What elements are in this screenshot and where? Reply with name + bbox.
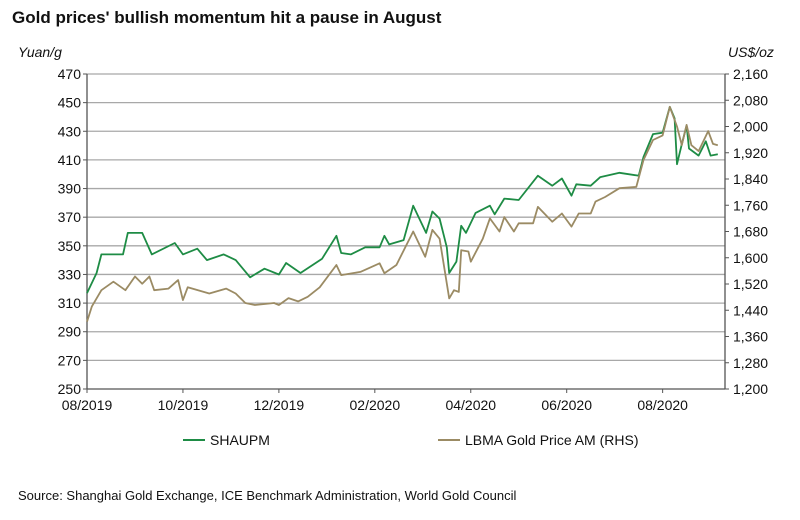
series-line-shaupm xyxy=(86,106,718,294)
x-tick-label: 04/2020 xyxy=(445,397,496,413)
y2-tick-label: 1,760 xyxy=(733,197,768,213)
y-tick-label: 310 xyxy=(58,295,82,311)
y2-tick-label: 1,360 xyxy=(733,329,768,345)
y-tick-label: 330 xyxy=(58,266,82,282)
y2-tick-label: 1,280 xyxy=(733,355,768,371)
x-tick-label: 10/2019 xyxy=(158,397,209,413)
y-tick-label: 290 xyxy=(58,324,82,340)
y2-tick-label: 1,600 xyxy=(733,250,768,266)
x-tick-label: 06/2020 xyxy=(541,397,592,413)
y2-tick-label: 1,440 xyxy=(733,302,768,318)
x-tick-label: 02/2020 xyxy=(350,397,401,413)
x-tick-label: 12/2019 xyxy=(254,397,305,413)
y-tick-label: 350 xyxy=(58,238,82,254)
y-tick-label: 250 xyxy=(58,381,82,397)
legend-label: SHAUPM xyxy=(210,432,270,448)
series-line-lbma xyxy=(86,105,719,322)
y-tick-label: 370 xyxy=(58,209,82,225)
x-tick-label: 08/2019 xyxy=(62,397,113,413)
source-note: Source: Shanghai Gold Exchange, ICE Benc… xyxy=(18,488,517,503)
y2-tick-label: 2,160 xyxy=(733,66,768,82)
y-tick-label: 410 xyxy=(58,152,82,168)
left-axis-unit: Yuan/g xyxy=(18,44,62,60)
legend-label: LBMA Gold Price AM (RHS) xyxy=(465,432,639,448)
y2-tick-label: 2,080 xyxy=(733,92,768,108)
y-tick-label: 390 xyxy=(58,181,82,197)
y2-tick-label: 1,920 xyxy=(733,145,768,161)
y2-tick-label: 1,840 xyxy=(733,171,768,187)
y-tick-label: 470 xyxy=(58,66,82,82)
right-axis-unit: US$/oz xyxy=(728,44,774,60)
y2-tick-label: 1,200 xyxy=(733,381,768,397)
y2-tick-label: 1,680 xyxy=(733,224,768,240)
y2-tick-label: 1,520 xyxy=(733,276,768,292)
chart-title: Gold prices' bullish momentum hit a paus… xyxy=(12,8,442,27)
y2-tick-label: 2,000 xyxy=(733,119,768,135)
y-tick-label: 270 xyxy=(58,352,82,368)
x-tick-label: 08/2020 xyxy=(637,397,688,413)
y-tick-label: 430 xyxy=(58,123,82,139)
y-tick-label: 450 xyxy=(58,95,82,111)
